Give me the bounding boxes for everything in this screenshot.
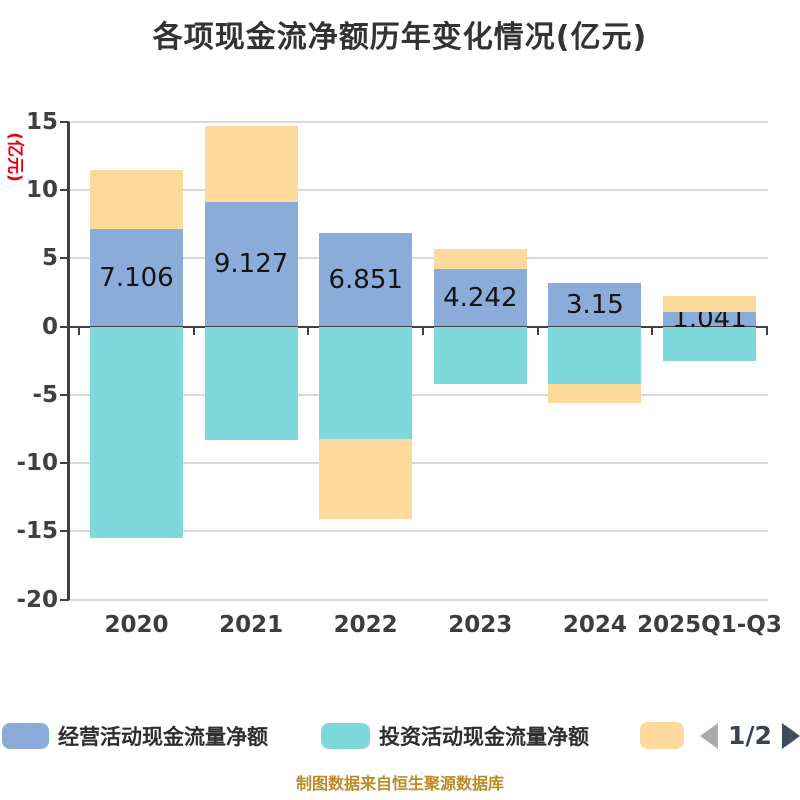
y-axis-tick-mark [60, 120, 69, 123]
bar-segment-investing-2024[interactable] [548, 326, 642, 384]
gridline [68, 530, 768, 533]
gridline [68, 120, 768, 123]
x-category-label: 2024 [562, 612, 627, 638]
gridline [68, 188, 768, 191]
y-tick-label: -5 [32, 381, 58, 408]
bar-segment-investing-2021[interactable] [204, 326, 298, 440]
bar-segment-investing-2022[interactable] [319, 326, 413, 439]
x-axis-tick-mark [78, 325, 81, 335]
x-axis-tick-mark [765, 325, 768, 335]
pager-page-indicator: 1/2 [728, 721, 772, 750]
bar-segment-financing-2022[interactable] [319, 438, 413, 520]
x-axis-zero-line [68, 325, 768, 328]
bar-value-label: 3.15 [565, 289, 624, 320]
x-axis-tick-mark [192, 325, 195, 335]
y-axis-tick-mark [60, 598, 69, 601]
y-tick-label: -15 [16, 518, 58, 545]
source-caption: 制图数据来自恒生聚源数据库 [295, 774, 504, 793]
bar-segment-operating-2022[interactable] [319, 232, 413, 327]
bar-segment-operating-2021[interactable] [204, 201, 298, 327]
y-tick-label: -20 [16, 586, 58, 613]
bar-value-label: 6.851 [328, 264, 403, 295]
legend-item-investing[interactable]: 投资活动现金流量净额 [321, 722, 589, 749]
gridline [68, 462, 768, 465]
bar-segment-investing-2023[interactable] [433, 326, 527, 384]
bar-segment-operating-2024[interactable] [548, 283, 642, 327]
bar-segment-financing-2021[interactable] [204, 125, 298, 202]
y-axis-tick-mark [60, 325, 69, 328]
bar-segment-financing-2024[interactable] [548, 383, 642, 404]
x-category-label: 2023 [448, 612, 513, 638]
y-axis-tick-mark [60, 257, 69, 260]
y-tick-label: -10 [16, 450, 58, 477]
bar-value-label: 7.106 [99, 262, 174, 293]
x-axis-tick-mark [536, 325, 539, 335]
gridline [68, 598, 768, 601]
legend-label-operating: 经营活动现金流量净额 [58, 724, 268, 749]
pager-next-icon[interactable] [781, 722, 800, 749]
x-category-label: 2021 [219, 612, 284, 638]
x-category-label: 2020 [104, 612, 169, 638]
y-axis-tick-mark [60, 530, 69, 533]
x-axis-tick-mark [651, 325, 654, 335]
y-axis-tick-mark [60, 462, 69, 465]
y-axis-tick-mark [60, 393, 69, 396]
bar-segment-investing-2020[interactable] [90, 326, 183, 539]
legend-swatch-financing [640, 722, 684, 749]
bar-segment-operating-2025Q1-Q3[interactable] [663, 312, 756, 327]
bar-segment-financing-2023[interactable] [433, 248, 527, 269]
bar-segment-financing-2025Q1-Q3[interactable] [663, 296, 756, 313]
legend-item-financing[interactable] [640, 722, 684, 749]
bar-segment-financing-2020[interactable] [90, 169, 183, 230]
y-tick-label: 15 [25, 108, 58, 135]
y-axis-line [67, 121, 70, 600]
legend-item-operating[interactable]: 经营活动现金流量净额 [2, 722, 268, 749]
bar-value-label: 9.127 [213, 249, 289, 280]
pager-prev-icon[interactable] [700, 722, 718, 749]
bar-value-label: 4.242 [443, 282, 518, 313]
bar-segment-investing-2025Q1-Q3[interactable] [663, 326, 756, 361]
y-tick-label: 10 [25, 176, 58, 203]
x-category-label: 2025Q1-Q3 [637, 612, 782, 638]
gridline [68, 257, 768, 260]
x-axis-tick-mark [422, 325, 424, 335]
y-tick-label: 5 [41, 245, 58, 272]
legend-label-investing: 投资活动现金流量净额 [379, 724, 589, 749]
x-category-label: 2022 [333, 612, 398, 638]
x-axis-tick-mark [307, 325, 310, 335]
bar-segment-operating-2020[interactable] [90, 229, 183, 327]
y-axis-unit-label: (亿元) [4, 132, 25, 182]
legend-swatch-operating [2, 722, 49, 749]
chart-title: 各项现金流净额历年变化情况(亿元) [152, 20, 648, 55]
y-axis-tick-mark [60, 188, 69, 191]
legend-pager: 1/2 [700, 721, 800, 750]
bar-segment-operating-2023[interactable] [433, 268, 527, 327]
legend-swatch-investing [321, 722, 370, 749]
y-tick-label: 0 [41, 313, 58, 340]
gridline [68, 393, 768, 396]
